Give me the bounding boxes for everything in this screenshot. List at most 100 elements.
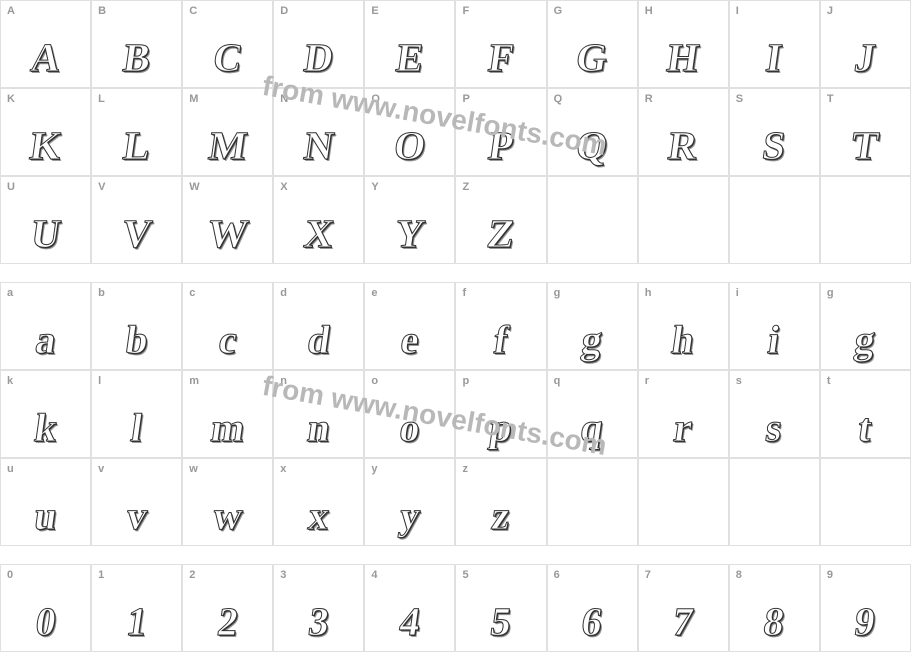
glyph-cell	[820, 176, 911, 264]
cell-label: r	[645, 375, 649, 387]
glyph-cell: UU	[0, 176, 91, 264]
glyph-character: h	[669, 316, 698, 363]
cell-label: V	[98, 181, 105, 193]
glyph-character: J	[852, 34, 879, 81]
glyph-character: i	[765, 316, 783, 363]
cell-label: l	[98, 375, 101, 387]
glyph-cell: EE	[364, 0, 455, 88]
cell-label: L	[98, 93, 105, 105]
cell-label: Q	[554, 93, 563, 105]
cell-label: 9	[827, 569, 833, 581]
glyph-character: F	[486, 34, 517, 81]
glyph-cell: kk	[0, 370, 91, 458]
glyph-character: w	[210, 492, 245, 539]
glyph-cell: XX	[273, 176, 364, 264]
cell-label: F	[462, 5, 469, 17]
glyph-character: W	[204, 210, 251, 257]
glyph-cell: pp	[455, 370, 546, 458]
cell-label: g	[554, 287, 561, 299]
glyph-cell: ff	[455, 282, 546, 370]
cell-label: I	[736, 5, 739, 17]
cell-label: J	[827, 5, 833, 17]
glyph-character: v	[123, 492, 150, 539]
cell-label: g	[827, 287, 834, 299]
cell-label: W	[189, 181, 199, 193]
glyph-character: s	[763, 404, 785, 451]
cell-label: 7	[645, 569, 651, 581]
glyph-character: D	[301, 34, 336, 81]
cell-label: 1	[98, 569, 104, 581]
cell-label: m	[189, 375, 199, 387]
cell-label: P	[462, 93, 469, 105]
glyph-character: 8	[761, 598, 788, 645]
glyph-cell: dd	[273, 282, 364, 370]
glyph-character: X	[301, 210, 336, 257]
glyph-character: f	[491, 316, 511, 363]
glyph-character: d	[304, 316, 333, 363]
glyph-cell: GG	[547, 0, 638, 88]
glyph-grid-lowercase: aabbccddeeffgghhiiggkkllmmnnooppqqrrsstt…	[0, 282, 911, 546]
glyph-cell: HH	[638, 0, 729, 88]
glyph-character: a	[32, 316, 59, 363]
glyph-cell: aa	[0, 282, 91, 370]
cell-label: t	[827, 375, 831, 387]
glyph-character: g	[579, 316, 606, 363]
glyph-cell: 55	[455, 564, 546, 652]
cell-label: S	[736, 93, 743, 105]
glyph-cell: zz	[455, 458, 546, 546]
glyph-character: P	[486, 122, 517, 169]
glyph-character: e	[398, 316, 422, 363]
cell-label: v	[98, 463, 104, 475]
cell-label: d	[280, 287, 287, 299]
glyph-cell: ww	[182, 458, 273, 546]
glyph-cell: OO	[364, 88, 455, 176]
glyph-cell: KK	[0, 88, 91, 176]
glyph-character: 4	[397, 598, 424, 645]
cell-label: e	[371, 287, 377, 299]
glyph-cell: 88	[729, 564, 820, 652]
cell-label: O	[371, 93, 380, 105]
glyph-cell: YY	[364, 176, 455, 264]
cell-label: c	[189, 287, 195, 299]
glyph-character: Z	[484, 210, 517, 257]
glyph-cell: hh	[638, 282, 729, 370]
cell-label: q	[554, 375, 561, 387]
cell-label: 3	[280, 569, 286, 581]
cell-label: w	[189, 463, 198, 475]
glyph-character: z	[489, 492, 513, 539]
glyph-cell: 00	[0, 564, 91, 652]
glyph-character: B	[120, 34, 153, 81]
cell-label: b	[98, 287, 105, 299]
cell-label: 2	[189, 569, 195, 581]
glyph-character: o	[397, 404, 424, 451]
glyph-cell: vv	[91, 458, 182, 546]
glyph-character: H	[664, 34, 702, 81]
cell-label: X	[280, 181, 287, 193]
glyph-character: r	[671, 404, 695, 451]
glyph-cell	[638, 458, 729, 546]
glyph-cell	[729, 458, 820, 546]
glyph-character: S	[760, 122, 789, 169]
glyph-cell: LL	[91, 88, 182, 176]
cell-label: A	[7, 5, 15, 17]
group-spacer	[0, 264, 911, 282]
cell-label: y	[371, 463, 377, 475]
glyph-cell: 11	[91, 564, 182, 652]
glyph-character: Q	[573, 122, 611, 169]
glyph-character: l	[128, 404, 146, 451]
glyph-cell	[547, 176, 638, 264]
glyph-cell: ZZ	[455, 176, 546, 264]
cell-label: T	[827, 93, 834, 105]
cell-label: k	[7, 375, 13, 387]
cell-label: B	[98, 5, 106, 17]
cell-label: 0	[7, 569, 13, 581]
glyph-cell: JJ	[820, 0, 911, 88]
glyph-cell: oo	[364, 370, 455, 458]
glyph-character: k	[31, 404, 60, 451]
cell-label: D	[280, 5, 288, 17]
glyph-cell	[729, 176, 820, 264]
glyph-character: 3	[306, 598, 333, 645]
cell-label: h	[645, 287, 652, 299]
glyph-character: Y	[392, 210, 427, 257]
cell-label: E	[371, 5, 378, 17]
